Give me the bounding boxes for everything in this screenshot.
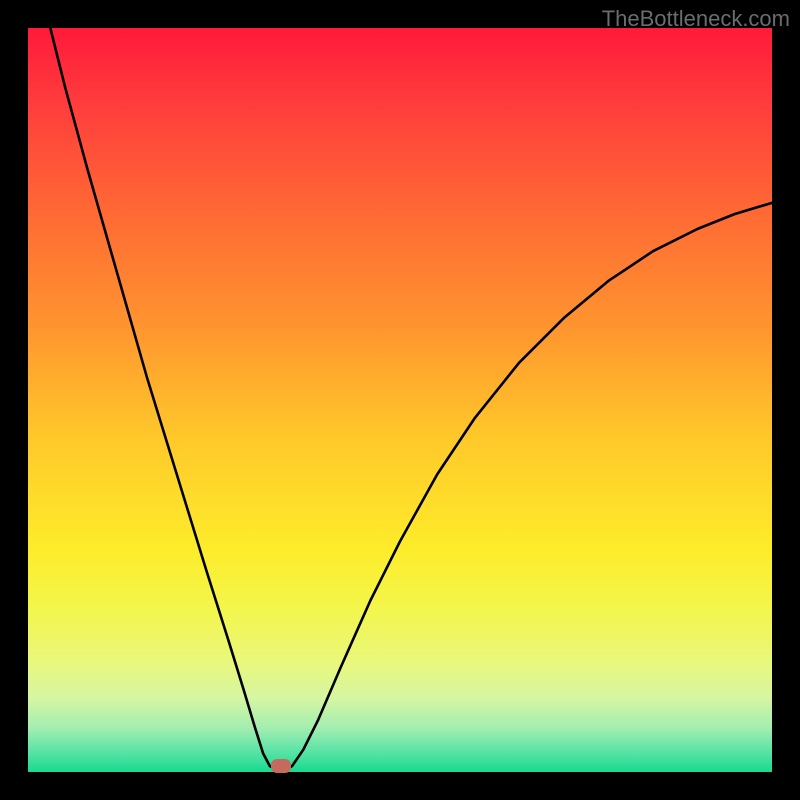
plot-area bbox=[28, 28, 772, 772]
chart-frame: TheBottleneck.com bbox=[0, 0, 800, 800]
min-marker bbox=[271, 759, 291, 773]
watermark-text: TheBottleneck.com bbox=[602, 6, 790, 32]
curve-layer bbox=[28, 28, 772, 772]
bottleneck-curve bbox=[50, 28, 772, 770]
